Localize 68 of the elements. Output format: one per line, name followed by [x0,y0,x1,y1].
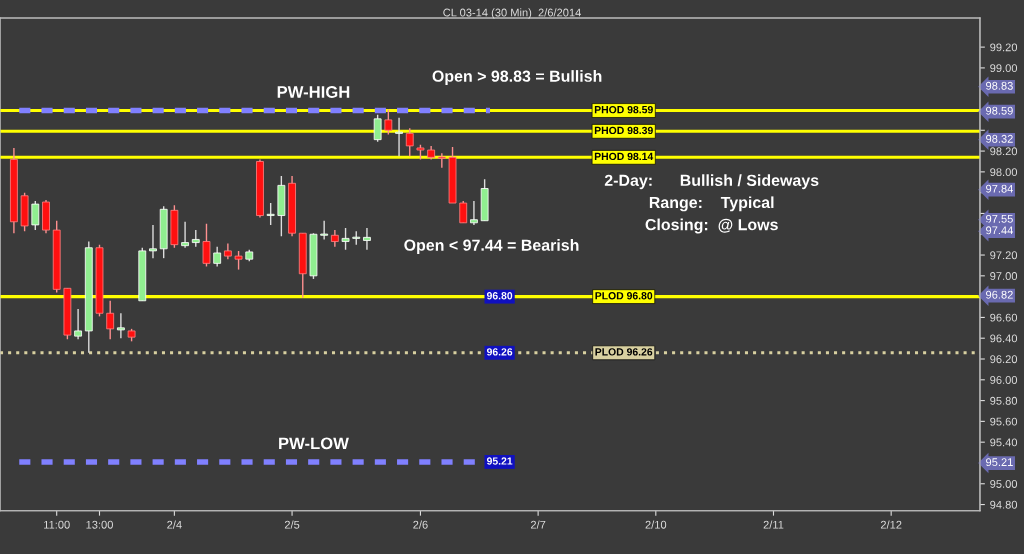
y-tick-label: 95.60 [990,417,1018,426]
candlestick [459,200,468,224]
candlestick [384,108,393,136]
candlestick [234,250,243,271]
ref-line-label: PW-HIGH [277,86,350,98]
y-tick-label: 98.00 [990,168,1018,177]
y-tick-label: 96.40 [990,334,1018,343]
candlestick [437,152,446,169]
candlestick [116,312,125,339]
ref-line-label: PHOD 98.14 [594,152,654,161]
candlestick [74,308,82,340]
y2-tick-label: 97.55 [986,214,1013,223]
x-tick-label: 2/7 [530,520,546,529]
y2-tick-label: 95.21 [986,458,1013,467]
candlestick [266,202,275,226]
x-tick-label: 11:00 [44,520,70,529]
candlestick [341,227,350,251]
annotation: Closing: @ Lows [645,218,778,234]
annotation: Open > 98.83 = Bullish [432,70,602,85]
annotation: Open < 97.44 = Bearish [404,239,579,254]
ref-line-label: PHOD 98.39 [594,126,653,135]
x-tick-label: 2/11 [763,520,784,529]
x-tick-label: 13:00 [86,520,113,529]
y2-tick-label: 97.44 [986,226,1013,235]
annotation: 96.26 [486,348,513,356]
x-tick-label: 2/4 [167,520,182,529]
x-tick-label: 2/10 [645,520,667,529]
ref-line-label: PLOD 96.26 [595,348,653,356]
y-tick-label: 97.20 [990,251,1018,260]
y-tick-label: 99.20 [990,43,1018,52]
x-tick-label: 2/12 [880,520,902,529]
candlestick [213,246,222,268]
ref-line-label: PW-LOW [279,437,349,450]
annotation: 95.21 [486,457,513,465]
ref-line-label: PHOD 98.59 [594,105,653,114]
candlestick [470,200,478,226]
y-tick-label: 95.80 [990,396,1018,405]
annotation: 2-Day: Bullish / Sideways [604,174,819,190]
candlestick [405,127,414,157]
ref-line-label: PLOD 96.80 [595,292,653,300]
y-tick-label: 97.00 [990,272,1018,280]
candlestick [395,117,403,157]
candlestick [31,200,40,231]
y-tick-label: 94.80 [990,500,1018,509]
y-tick-label: 96.60 [990,313,1018,322]
y2-tick-label: 98.32 [986,134,1013,143]
y2-tick-label: 98.59 [986,106,1013,115]
x-tick-label: 2/6 [413,520,428,529]
candlestick [149,224,157,259]
y2-tick-label: 96.82 [986,290,1013,299]
candlestick [363,227,371,251]
y-tick-label: 95.00 [990,480,1018,488]
y-tick-label: 95.40 [990,438,1018,447]
y-tick-label: 98.20 [990,147,1018,156]
y-tick-label: 96.20 [990,355,1018,364]
candlestick [181,221,189,249]
x-tick-label: 2/5 [284,520,300,529]
y2-tick-label: 97.84 [986,184,1013,193]
candlestick [202,223,211,268]
candlestick [373,113,382,143]
y-tick-label: 96.00 [990,376,1018,384]
annotation: Range: Typical [649,196,774,212]
y2-tick-label: 98.83 [986,81,1013,90]
annotation: 96.80 [486,292,513,300]
candlestick [320,220,329,241]
chart-title: CL 03-14 (30 Min) 2/6/2014 [443,8,581,19]
candlestick [106,300,115,340]
y-tick-label: 99.00 [990,64,1018,73]
